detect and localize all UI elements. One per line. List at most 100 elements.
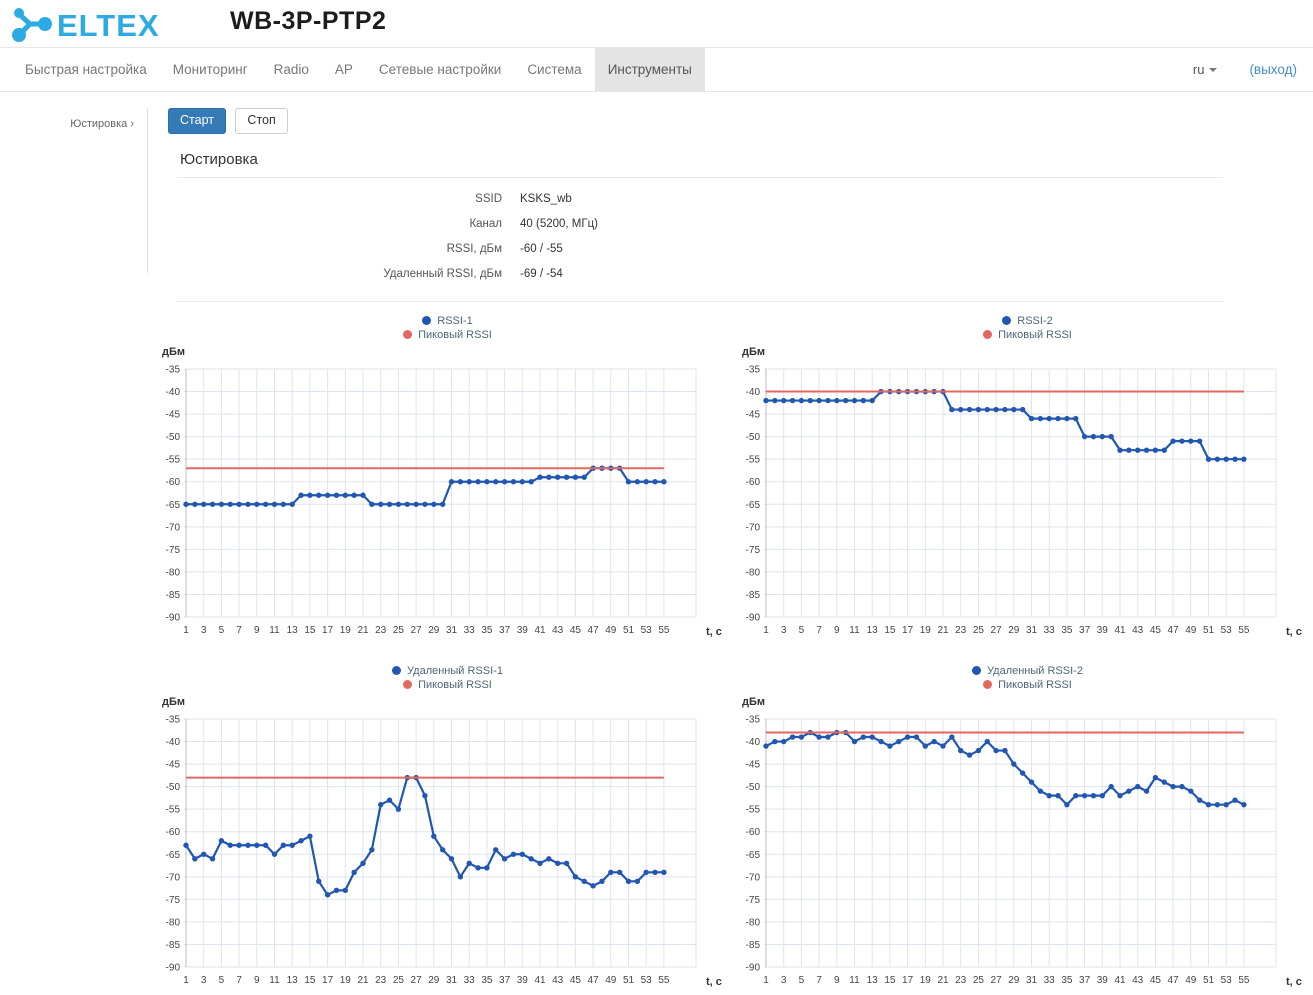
field-value: -60 / -55 <box>520 242 563 255</box>
remote-rssi-2-chart: -35-40-45-50-55-60-65-70-75-80-85-901 3 5 7… <box>742 696 1302 988</box>
svg-text:49: 49 <box>1185 625 1197 636</box>
nav-tab-radio[interactable]: Radio <box>273 62 309 77</box>
svg-text:21: 21 <box>357 975 369 986</box>
svg-text:-75: -75 <box>746 544 761 555</box>
svg-text:41: 41 <box>534 975 546 986</box>
series-dot-icon <box>422 315 432 325</box>
svg-text:-70: -70 <box>746 522 761 533</box>
svg-text:-50: -50 <box>166 432 181 443</box>
legend-label: Пиковый RSSI <box>418 328 492 341</box>
svg-text:-45: -45 <box>166 409 181 420</box>
svg-text:47: 47 <box>1168 975 1180 986</box>
nav-tab-ap[interactable]: AP <box>334 62 353 77</box>
svg-text:11: 11 <box>269 975 280 986</box>
svg-text:39: 39 <box>1097 625 1109 636</box>
svg-text:13: 13 <box>867 625 879 636</box>
svg-text:3: 3 <box>781 625 787 636</box>
language-dropdown[interactable]: ru <box>1193 62 1218 77</box>
chart-legend: RSSI-2 Пиковый RSSI <box>740 315 1313 341</box>
svg-text:-60: -60 <box>746 827 761 838</box>
svg-text:11: 11 <box>269 625 280 636</box>
svg-text:3: 3 <box>781 975 787 986</box>
svg-text:11: 11 <box>849 625 860 636</box>
logout-link[interactable]: (выход) <box>1249 62 1297 77</box>
svg-text:-65: -65 <box>746 849 761 860</box>
svg-text:15: 15 <box>884 975 896 986</box>
svg-text:29: 29 <box>1008 975 1020 986</box>
svg-text:-90: -90 <box>166 612 181 623</box>
remote-rssi-1-chart: -35-40-45-50-55-60-65-70-75-80-85-901 3 5 7… <box>162 696 722 988</box>
svg-text:3: 3 <box>201 625 207 636</box>
svg-text:-55: -55 <box>166 454 181 465</box>
svg-text:25: 25 <box>393 975 405 986</box>
svg-text:19: 19 <box>920 975 932 986</box>
svg-text:5: 5 <box>219 975 225 986</box>
nav-tab-monitoring[interactable]: Мониторинг <box>172 62 248 77</box>
nav-right-group: ru (выход) <box>1193 48 1313 91</box>
svg-text:-50: -50 <box>166 782 181 793</box>
svg-text:7: 7 <box>236 625 242 636</box>
svg-text:t, c: t, c <box>706 976 722 988</box>
svg-text:33: 33 <box>464 625 476 636</box>
svg-text:35: 35 <box>481 975 493 986</box>
svg-text:дБм: дБм <box>162 346 185 358</box>
svg-text:51: 51 <box>1203 625 1215 636</box>
svg-text:51: 51 <box>1203 975 1215 986</box>
svg-text:-40: -40 <box>746 737 761 748</box>
svg-text:-60: -60 <box>166 477 181 488</box>
sidebar-item-alignment[interactable]: Юстировка › <box>70 118 134 130</box>
svg-text:33: 33 <box>1044 975 1056 986</box>
svg-text:23: 23 <box>955 625 967 636</box>
svg-text:37: 37 <box>499 975 511 986</box>
field-row-channel: Канал 40 (5200, МГц) <box>177 218 1223 230</box>
field-label: Канал <box>469 217 502 230</box>
field-row-ssid: SSID KSKS_wb <box>177 193 1223 205</box>
svg-text:17: 17 <box>322 625 334 636</box>
nav-tab-tools[interactable]: Инструменты <box>594 48 705 91</box>
svg-text:1: 1 <box>763 975 769 986</box>
nav-tab-quick-setup[interactable]: Быстрая настройка <box>25 62 147 77</box>
svg-text:47: 47 <box>588 625 600 636</box>
svg-text:27: 27 <box>991 625 1003 636</box>
logo-wordmark: ELTEX <box>57 8 160 43</box>
svg-text:29: 29 <box>1008 625 1020 636</box>
svg-text:-35: -35 <box>746 364 761 375</box>
svg-text:45: 45 <box>1150 975 1162 986</box>
page-title: WB-3P-PTP2 <box>230 7 387 35</box>
svg-text:-70: -70 <box>166 872 181 883</box>
svg-text:-85: -85 <box>166 939 181 950</box>
svg-text:11: 11 <box>849 975 860 986</box>
svg-text:t, c: t, c <box>1286 626 1302 638</box>
svg-text:-45: -45 <box>166 759 181 770</box>
svg-text:33: 33 <box>1044 625 1056 636</box>
main-nav: Быстрая настройка Мониторинг Radio AP Се… <box>0 47 1313 92</box>
peak-dot-icon <box>403 329 413 339</box>
svg-text:55: 55 <box>658 625 670 636</box>
svg-text:43: 43 <box>552 975 564 986</box>
svg-text:43: 43 <box>1132 625 1144 636</box>
svg-text:-80: -80 <box>746 917 761 928</box>
language-value: ru <box>1192 62 1205 77</box>
svg-text:19: 19 <box>340 625 352 636</box>
svg-text:-80: -80 <box>166 917 181 928</box>
svg-text:-60: -60 <box>746 477 761 488</box>
remote-rssi-1-chart-block: Удаленный RSSI-1 Пиковый RSSI -35 -40 -45 -… <box>160 665 735 995</box>
svg-text:7: 7 <box>816 625 822 636</box>
nav-tab-system[interactable]: Система <box>527 62 582 77</box>
svg-text:9: 9 <box>254 625 260 636</box>
svg-text:17: 17 <box>322 975 334 986</box>
svg-text:-70: -70 <box>166 522 181 533</box>
legend-label: Пиковый RSSI <box>998 328 1072 341</box>
svg-text:-70: -70 <box>746 872 761 883</box>
nav-tab-network-settings[interactable]: Сетевые настройки <box>378 62 502 77</box>
remote-rssi-2-chart-block: Удаленный RSSI-2 Пиковый RSSI -35 -40 -45 -… <box>740 665 1313 995</box>
svg-text:13: 13 <box>287 625 299 636</box>
svg-text:47: 47 <box>588 975 600 986</box>
svg-text:-35: -35 <box>746 714 761 725</box>
rssi-2-chart-block: RSSI-2 Пиковый RSSI -35 -40 -45 -50 -55 -60 -6… <box>740 315 1313 645</box>
panel-title: Юстировка <box>177 151 1223 178</box>
svg-text:43: 43 <box>1132 975 1144 986</box>
svg-text:-35: -35 <box>166 364 181 375</box>
stop-button[interactable]: Стоп <box>235 108 288 134</box>
start-button[interactable]: Старт <box>168 108 226 134</box>
